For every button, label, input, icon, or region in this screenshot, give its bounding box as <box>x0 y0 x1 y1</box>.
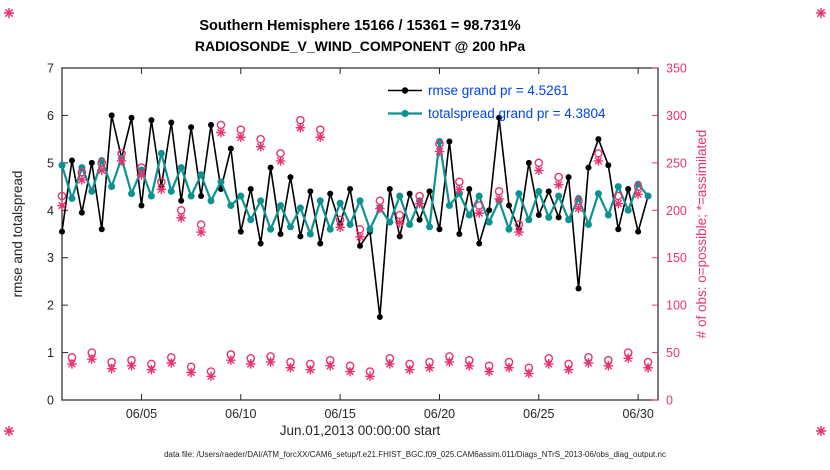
chart-title-line1: Southern Hemisphere 15166 / 15361 = 98.7… <box>199 18 520 34</box>
axis-ticks: 06/05 06/10 06/15 06/20 06/25 06/30 0 1 2 3 4 5 6 7 0 5… <box>47 62 687 422</box>
obs-count-markers <box>57 115 653 382</box>
svg-text:350: 350 <box>666 62 687 76</box>
legend: rmse grand pr = 4.5261 totalspread grand… <box>388 83 606 121</box>
svg-text:250: 250 <box>666 156 687 170</box>
svg-text:0: 0 <box>47 394 54 408</box>
svg-text:150: 150 <box>666 251 687 265</box>
svg-text:2: 2 <box>47 299 54 313</box>
rmse-series <box>59 112 652 320</box>
corner-asterisk-markers <box>3 7 827 437</box>
svg-text:7: 7 <box>47 62 54 76</box>
svg-text:06/05: 06/05 <box>126 407 157 421</box>
svg-text:06/30: 06/30 <box>622 407 653 421</box>
legend-totalspread-label: totalspread grand pr = 4.3804 <box>428 106 606 121</box>
svg-text:3: 3 <box>47 251 54 265</box>
svg-text:200: 200 <box>666 204 687 218</box>
data-file-footer: data file: /Users/raeder/DAI/ATM_forcXX/… <box>164 450 666 459</box>
legend-rmse-label: rmse grand pr = 4.5261 <box>428 83 569 98</box>
svg-text:06/15: 06/15 <box>324 407 355 421</box>
chart-title-line2: RADIOSONDE_V_WIND_COMPONENT @ 200 hPa <box>195 38 525 54</box>
svg-text:0: 0 <box>666 394 673 408</box>
y-left-axis-label: rmse and totalspread <box>10 171 25 298</box>
svg-text:5: 5 <box>47 156 54 170</box>
svg-text:100: 100 <box>666 299 687 313</box>
svg-text:50: 50 <box>666 346 680 360</box>
x-axis-label: Jun.01,2013 00:00:00 start <box>280 423 441 438</box>
svg-text:06/20: 06/20 <box>424 407 455 421</box>
svg-text:4: 4 <box>47 204 54 218</box>
svg-text:06/10: 06/10 <box>225 407 256 421</box>
y-right-axis-label: # of obs: o=possible; *=assimilated <box>694 130 709 339</box>
svg-text:06/25: 06/25 <box>523 407 554 421</box>
svg-text:300: 300 <box>666 109 687 123</box>
svg-text:1: 1 <box>47 346 54 360</box>
svg-text:6: 6 <box>47 109 54 123</box>
